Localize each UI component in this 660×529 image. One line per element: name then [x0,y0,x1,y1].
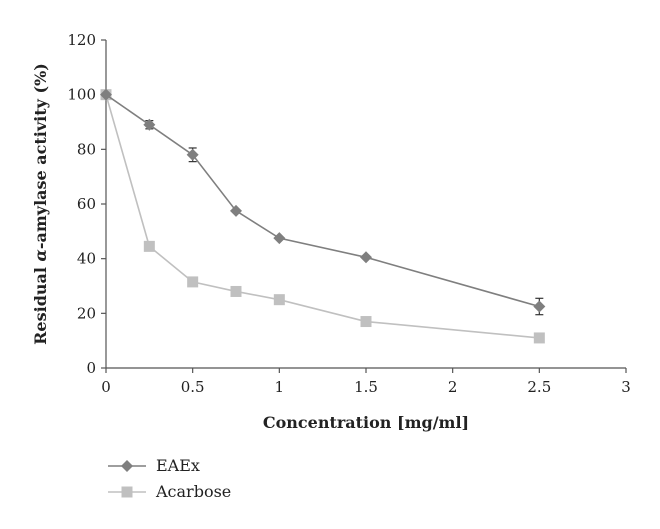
legend-label: EAEx [156,456,200,475]
series-line [105,94,540,308]
y-tick-label: 100 [67,86,96,104]
legend: EAEx Acarbose [108,456,231,501]
y-tick-label: 60 [77,195,96,213]
series-eaex [100,88,546,316]
data-point [143,240,155,252]
data-point [100,88,112,101]
axes: 0 20 40 60 80 100 120 0 0.5 1 1.5 2 2.5 3 [67,31,630,396]
data-point [230,285,242,297]
x-tick-label: 1.5 [354,378,378,396]
data-point [186,148,199,161]
y-axis-title-prefix: Residual [31,261,50,344]
data-point [273,232,286,245]
y-tick-label: 20 [77,304,96,322]
series-acarbose [100,89,545,344]
data-point [533,300,546,313]
x-tick-label: 2.5 [527,378,551,396]
data-point [533,332,545,344]
legend-label: Acarbose [155,482,231,501]
y-tick-label: 120 [67,31,96,49]
legend-swatch-marker [121,460,133,472]
x-tick-label: 1 [275,378,285,396]
legend-swatch-marker [121,486,133,498]
x-tick-label: 2 [448,378,458,396]
data-point [230,204,242,217]
data-point [360,316,372,328]
data-point [143,118,156,131]
series-layer [100,88,546,344]
x-axis-title: Concentration [mg/ml] [263,413,469,432]
legend-item-acarbose: Acarbose [108,482,231,501]
y-tick-label: 80 [77,140,96,158]
data-point [273,294,285,306]
y-axis-title-suffix: -amylase activity (%) [31,63,50,249]
x-tick-label: 3 [621,378,631,396]
x-tick-label: 0.5 [181,378,205,396]
y-tick-label: 40 [77,250,96,268]
y-axis-title: Residual α-amylase activity (%) [31,63,50,345]
data-point [187,276,199,288]
y-tick-label: 0 [86,359,96,377]
y-axis-title-symbol: α [31,249,50,261]
x-tick-label: 0 [101,378,111,396]
legend-item-eaex: EAEx [108,456,200,475]
data-point [360,251,372,264]
series-line [105,94,540,339]
